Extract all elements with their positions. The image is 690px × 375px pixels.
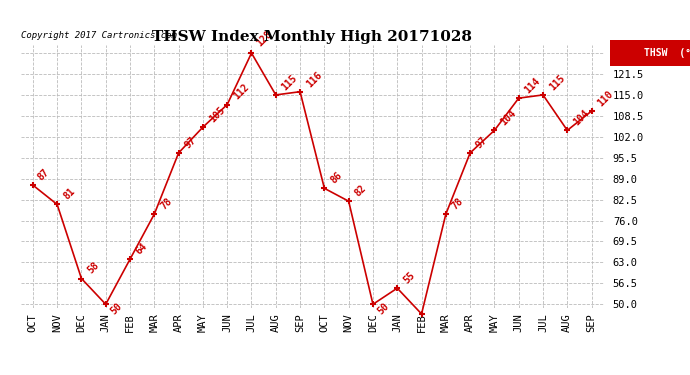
Text: 104: 104 (571, 108, 591, 128)
Text: 55: 55 (402, 270, 417, 285)
Text: 97: 97 (183, 135, 198, 150)
Text: 81: 81 (61, 186, 77, 202)
Text: 82: 82 (353, 183, 368, 198)
Text: 78: 78 (159, 196, 174, 211)
Text: 50: 50 (108, 302, 124, 317)
Text: 105: 105 (207, 105, 226, 125)
Text: 114: 114 (523, 76, 542, 95)
Text: 64: 64 (134, 241, 150, 256)
Text: 115: 115 (547, 73, 566, 92)
Text: THSW  (°F): THSW (°F) (644, 48, 690, 58)
Text: 58: 58 (86, 260, 101, 276)
Text: 86: 86 (328, 170, 344, 186)
FancyBboxPatch shape (609, 40, 690, 66)
Text: 115: 115 (280, 73, 299, 92)
Text: 97: 97 (474, 135, 490, 150)
Text: 116: 116 (304, 69, 324, 89)
Text: 110: 110 (595, 89, 615, 108)
Text: Copyright 2017 Cartronics.com: Copyright 2017 Cartronics.com (21, 31, 177, 40)
Text: 104: 104 (499, 108, 518, 128)
Text: 47: 47 (0, 374, 1, 375)
Text: 78: 78 (450, 196, 465, 211)
Text: 128: 128 (255, 29, 274, 49)
Title: THSW Index Monthly High 20171028: THSW Index Monthly High 20171028 (152, 30, 472, 44)
Text: 87: 87 (36, 167, 51, 182)
Text: 112: 112 (231, 82, 251, 102)
Text: 50: 50 (376, 302, 391, 317)
